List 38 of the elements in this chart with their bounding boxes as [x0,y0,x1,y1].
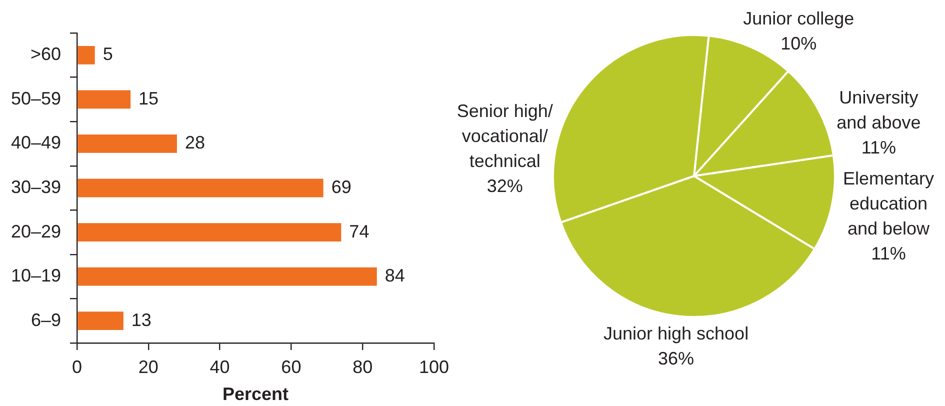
y-tick-label: 6–9 [30,310,61,330]
data-label: 28 [184,132,205,153]
bar [78,178,324,198]
data-label: 69 [331,176,352,197]
x-tick-label: 20 [138,356,158,377]
bar [78,90,131,109]
slice-label: Senior high/vocational/technical [456,101,553,172]
x-tick-label: 100 [418,356,450,377]
data-label: 15 [138,88,159,108]
data-label: 11% [871,243,906,264]
bar [78,312,124,330]
y-tick-label: >60 [30,44,61,64]
data-label: 10% [780,33,817,54]
bar [78,223,342,242]
slice-label: Junior high school [603,324,749,344]
y-tick-label: 50–59 [10,88,61,108]
x-axis-title: Percent [222,384,289,404]
data-label: 5 [102,44,113,64]
y-tick-label: 20–29 [10,221,61,242]
x-tick-label: 0 [72,356,82,377]
slice-label: University and above [836,87,921,132]
bar [78,46,95,64]
slice-label: Elementary education and below [842,168,934,238]
data-label: 32% [486,176,523,196]
y-tick-label: 10–19 [10,266,61,286]
bar [78,267,377,286]
slice-label: Junior college [743,8,854,28]
data-label: 84 [384,266,405,286]
data-label: 36% [658,348,694,369]
data-label: 74 [349,221,370,242]
x-tick-label: 40 [210,356,230,377]
data-label: 13 [131,310,152,330]
x-tick-label: 80 [352,356,373,377]
y-tick-label: 40–49 [10,132,61,153]
y-tick-label: 30–39 [10,176,61,197]
x-tick-label: 60 [281,356,302,377]
bar [78,134,177,153]
data-label: 11% [861,137,896,158]
